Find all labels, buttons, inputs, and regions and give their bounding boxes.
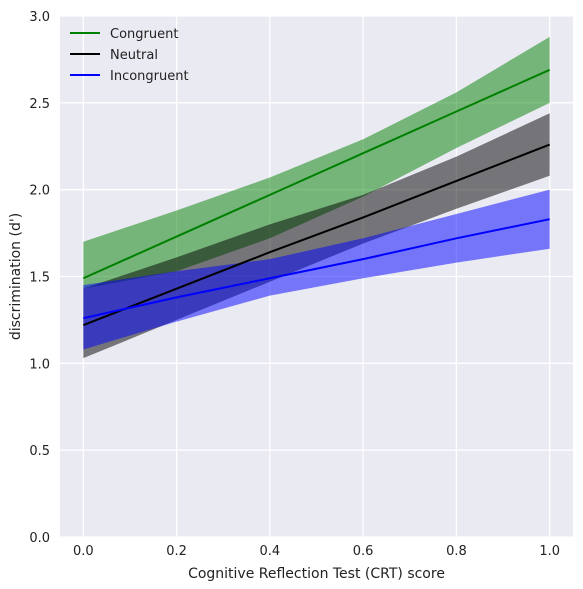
- x-tick-label: 0.2: [166, 544, 187, 559]
- x-tick-label: 0.6: [353, 544, 374, 559]
- tick-label-layer: 0.0 0.2 0.4 0.6 0.8 1.0 0.0 0.5 1.0 1.5 2.0 2.5 3.0: [29, 10, 560, 559]
- y-axis-label: discrimination (d'): [8, 213, 24, 340]
- series-line-incongruent: [83, 218, 550, 320]
- y-tick-label: 1.0: [29, 357, 50, 372]
- y-tick-label: 2.0: [29, 184, 50, 199]
- legend-label-neutral: Neutral: [110, 48, 158, 63]
- legend: Congruent Neutral Incongruent: [70, 27, 189, 84]
- series-line-congruent: [82, 68, 551, 280]
- series-line-layer: [82, 68, 551, 327]
- y-tick-label: 0.0: [29, 531, 50, 546]
- y-tick-label: 2.5: [29, 97, 50, 112]
- x-tick-label: 0.4: [260, 544, 281, 559]
- x-tick-label: 0.0: [73, 544, 94, 559]
- series-line-neutral: [82, 143, 551, 327]
- y-tick-label: 3.0: [29, 10, 50, 25]
- y-tick-label: 1.5: [29, 271, 50, 286]
- y-tick-label: 0.5: [29, 444, 50, 459]
- legend-label-incongruent: Incongruent: [110, 69, 189, 84]
- x-tick-label: 1.0: [539, 544, 560, 559]
- x-axis-label: Cognitive Reflection Test (CRT) score: [188, 566, 445, 582]
- legend-label-congruent: Congruent: [110, 27, 178, 42]
- x-tick-label: 0.8: [446, 544, 467, 559]
